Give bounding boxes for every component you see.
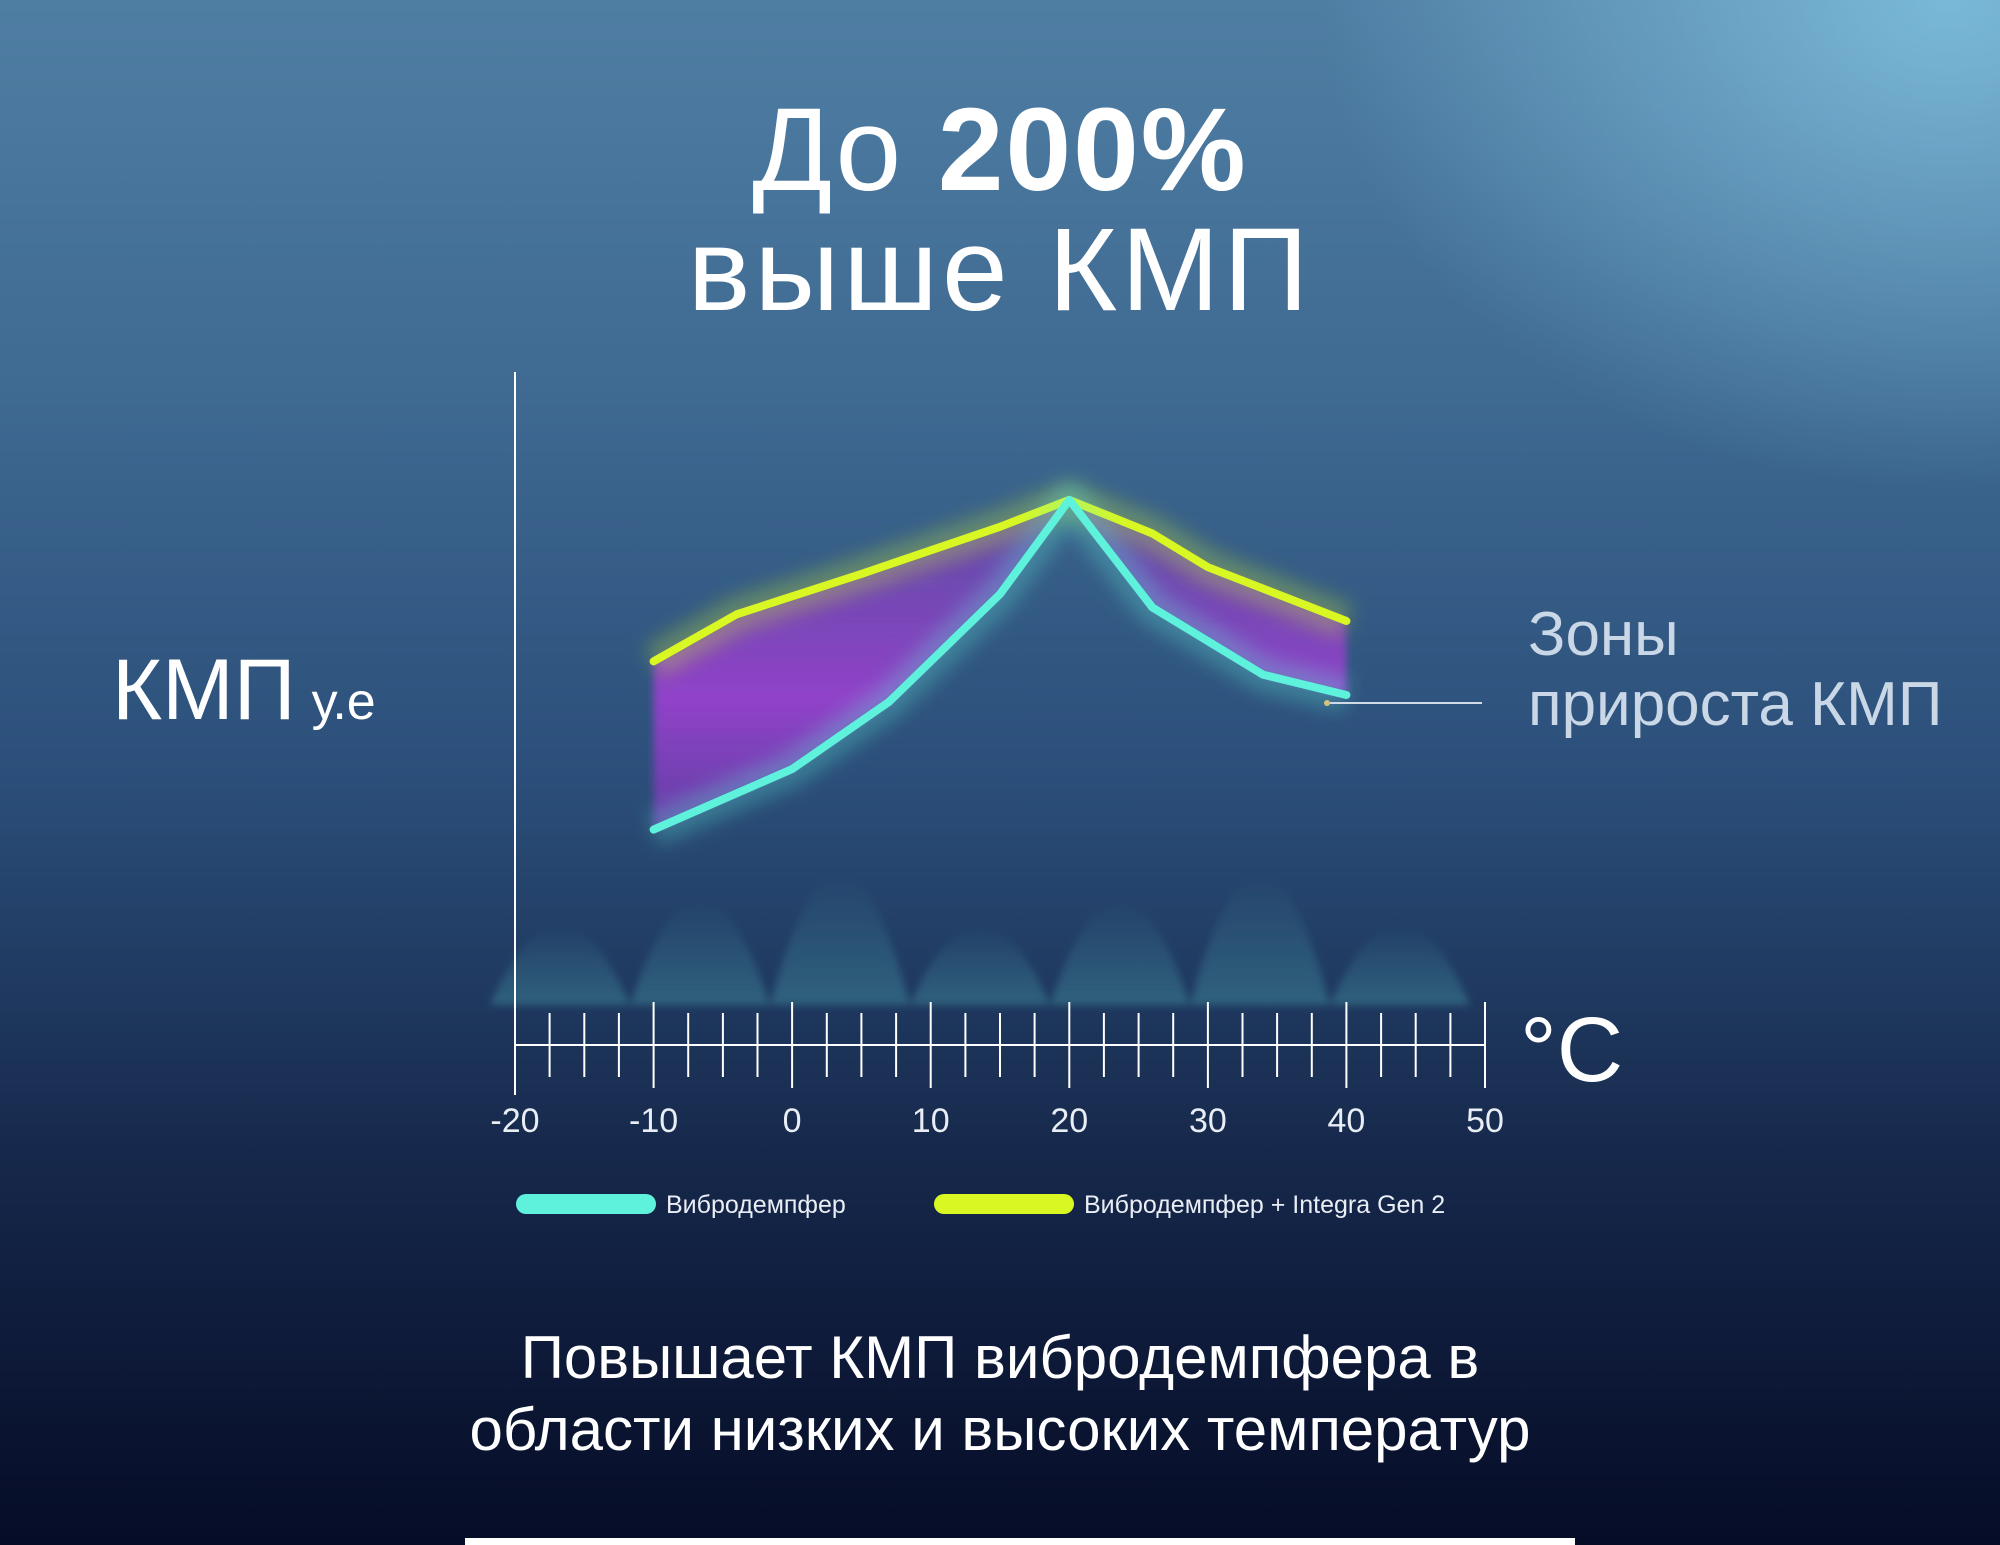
title-prefix: До xyxy=(752,84,904,216)
title-highlight: 200% xyxy=(937,84,1248,216)
legend: Вибродемпфер Вибродемпфер + Integra Gen 2 xyxy=(516,1191,1445,1219)
footer-caption: Повышает КМП вибродемпфера в области низ… xyxy=(0,1322,2000,1466)
series-integra-line xyxy=(649,495,1351,666)
wave-shape xyxy=(1190,875,1330,1005)
bottom-bar-decoration xyxy=(465,1538,1575,1545)
y-axis-label: КМП у.е xyxy=(112,640,376,752)
background-wave-decoration xyxy=(490,875,1470,1005)
series-vibrodamper-line xyxy=(649,495,1351,834)
legend-label-2: Вибродемпфер + Integra Gen 2 xyxy=(1084,1191,1445,1219)
x-tick-label: -20 xyxy=(490,1102,539,1140)
x-tick-label: 0 xyxy=(783,1102,802,1140)
x-tick-label: 20 xyxy=(1050,1102,1088,1140)
page-title-line2: выше КМП xyxy=(687,204,1313,336)
wave-shape xyxy=(1050,900,1190,1005)
legend-label-1: Вибродемпфер xyxy=(666,1191,846,1219)
y-axis-unit: у.е xyxy=(311,673,376,731)
page-title-line1: До 200% xyxy=(0,85,2000,215)
x-axis-unit: °C xyxy=(1520,999,1624,1101)
gain-zone-area xyxy=(653,499,1347,830)
x-tick-label: 40 xyxy=(1327,1102,1365,1140)
wave-shape xyxy=(490,925,630,1005)
wave-shape xyxy=(910,925,1050,1005)
x-tick-label: 30 xyxy=(1189,1102,1227,1140)
gain-zone xyxy=(653,499,1347,830)
wave-shape xyxy=(630,900,770,1005)
wave-shape xyxy=(770,875,910,1005)
series-group xyxy=(645,482,1353,846)
wave-shape xyxy=(1330,925,1470,1005)
zone-annotation-dot xyxy=(1324,700,1330,706)
footer-line2: области низких и высоких температур xyxy=(469,1396,1531,1463)
x-tick-label: 50 xyxy=(1466,1102,1504,1140)
y-axis-label-text: КМП xyxy=(112,642,296,738)
x-tick-label: -10 xyxy=(629,1102,678,1140)
x-tick-label: 10 xyxy=(912,1102,950,1140)
x-axis-tick-labels: -20 -10 0 10 20 30 40 50 xyxy=(490,1102,1503,1140)
footer-line1: Повышает КМП вибродемпфера в xyxy=(520,1324,1480,1391)
x-axis-ticks xyxy=(514,1002,1486,1088)
zone-annotation-label: Зоны прироста КМП xyxy=(1528,600,1943,739)
